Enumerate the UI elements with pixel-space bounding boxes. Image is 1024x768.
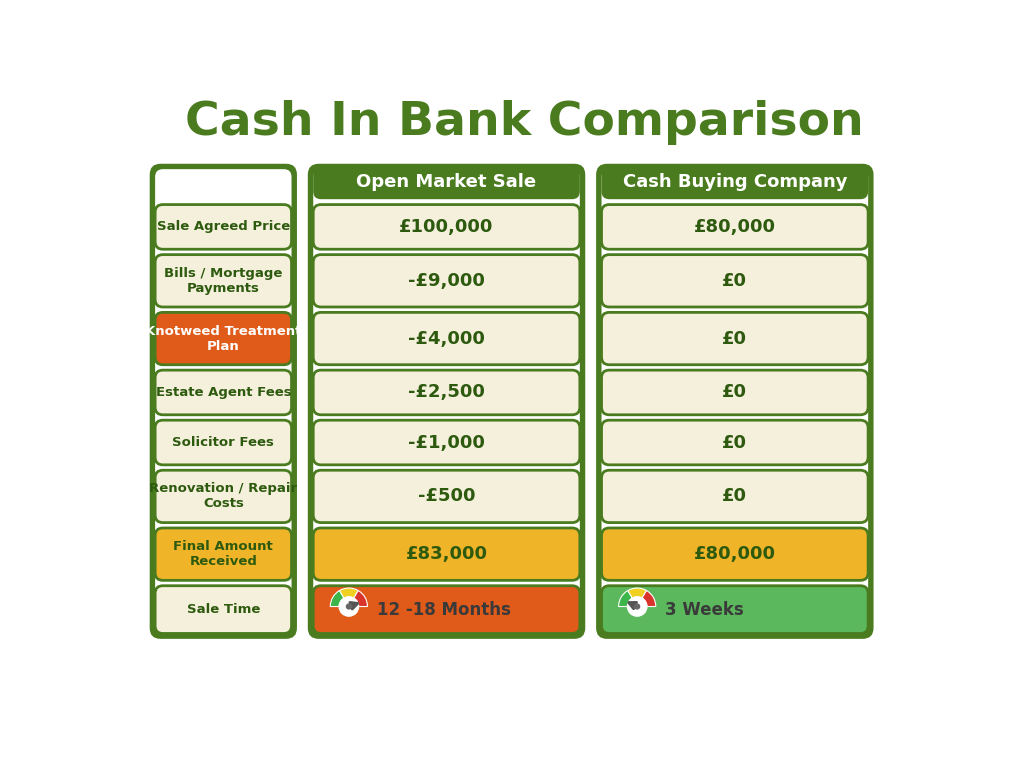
Text: £100,000: £100,000 — [399, 218, 494, 236]
Wedge shape — [628, 588, 646, 598]
Text: £83,000: £83,000 — [406, 545, 487, 563]
Text: Sale Time: Sale Time — [186, 603, 260, 616]
Text: £80,000: £80,000 — [694, 545, 776, 563]
FancyBboxPatch shape — [155, 470, 292, 522]
Text: £0: £0 — [722, 433, 748, 452]
Text: Renovation / Repair
Costs: Renovation / Repair Costs — [150, 482, 297, 511]
Text: Final Amount
Received: Final Amount Received — [173, 540, 273, 568]
FancyBboxPatch shape — [155, 528, 292, 581]
FancyBboxPatch shape — [150, 164, 297, 639]
FancyBboxPatch shape — [155, 313, 292, 365]
Wedge shape — [618, 591, 633, 607]
FancyBboxPatch shape — [313, 420, 580, 465]
Wedge shape — [642, 591, 655, 607]
FancyBboxPatch shape — [601, 370, 868, 415]
Text: 3 Weeks: 3 Weeks — [665, 601, 743, 618]
Circle shape — [346, 604, 351, 609]
Text: Bills / Mortgage
Payments: Bills / Mortgage Payments — [164, 266, 283, 295]
Wedge shape — [353, 591, 368, 607]
FancyBboxPatch shape — [155, 255, 292, 307]
FancyBboxPatch shape — [313, 165, 580, 199]
Text: -£1,000: -£1,000 — [409, 433, 485, 452]
FancyBboxPatch shape — [601, 204, 868, 250]
Text: -£2,500: -£2,500 — [409, 383, 485, 402]
FancyBboxPatch shape — [155, 370, 292, 415]
Text: Knotweed Treatment
Plan: Knotweed Treatment Plan — [145, 325, 301, 353]
FancyBboxPatch shape — [313, 528, 580, 581]
Text: Open Market Sale: Open Market Sale — [356, 174, 537, 191]
Circle shape — [628, 597, 647, 616]
FancyBboxPatch shape — [313, 313, 580, 365]
FancyBboxPatch shape — [601, 528, 868, 581]
Text: Sale Agreed Price: Sale Agreed Price — [157, 220, 290, 233]
FancyBboxPatch shape — [313, 470, 580, 522]
FancyBboxPatch shape — [155, 169, 292, 634]
FancyBboxPatch shape — [155, 420, 292, 465]
FancyBboxPatch shape — [313, 370, 580, 415]
Wedge shape — [331, 591, 344, 607]
FancyBboxPatch shape — [155, 586, 292, 634]
Wedge shape — [340, 588, 358, 598]
Text: Solicitor Fees: Solicitor Fees — [172, 436, 274, 449]
FancyBboxPatch shape — [601, 313, 868, 365]
FancyBboxPatch shape — [313, 255, 580, 307]
Text: £0: £0 — [722, 272, 748, 290]
Text: Cash Buying Company: Cash Buying Company — [623, 174, 847, 191]
Text: Estate Agent Fees: Estate Agent Fees — [156, 386, 291, 399]
Text: £80,000: £80,000 — [694, 218, 776, 236]
Text: -£9,000: -£9,000 — [409, 272, 485, 290]
FancyBboxPatch shape — [155, 204, 292, 250]
Circle shape — [339, 597, 358, 616]
FancyBboxPatch shape — [601, 420, 868, 465]
FancyBboxPatch shape — [313, 169, 580, 634]
FancyBboxPatch shape — [313, 586, 580, 634]
Text: £0: £0 — [722, 488, 748, 505]
FancyBboxPatch shape — [313, 204, 580, 250]
FancyBboxPatch shape — [601, 165, 868, 199]
FancyBboxPatch shape — [308, 164, 586, 639]
Text: -£4,000: -£4,000 — [409, 329, 485, 348]
FancyBboxPatch shape — [596, 164, 873, 639]
FancyBboxPatch shape — [601, 255, 868, 307]
Text: Cash In Bank Comparison: Cash In Bank Comparison — [185, 101, 864, 145]
Text: -£500: -£500 — [418, 488, 475, 505]
FancyBboxPatch shape — [601, 470, 868, 522]
Text: 12 -18 Months: 12 -18 Months — [377, 601, 511, 618]
FancyBboxPatch shape — [601, 586, 868, 634]
FancyBboxPatch shape — [601, 169, 868, 634]
Text: £0: £0 — [722, 383, 748, 402]
Text: £0: £0 — [722, 329, 748, 348]
Circle shape — [635, 604, 640, 609]
